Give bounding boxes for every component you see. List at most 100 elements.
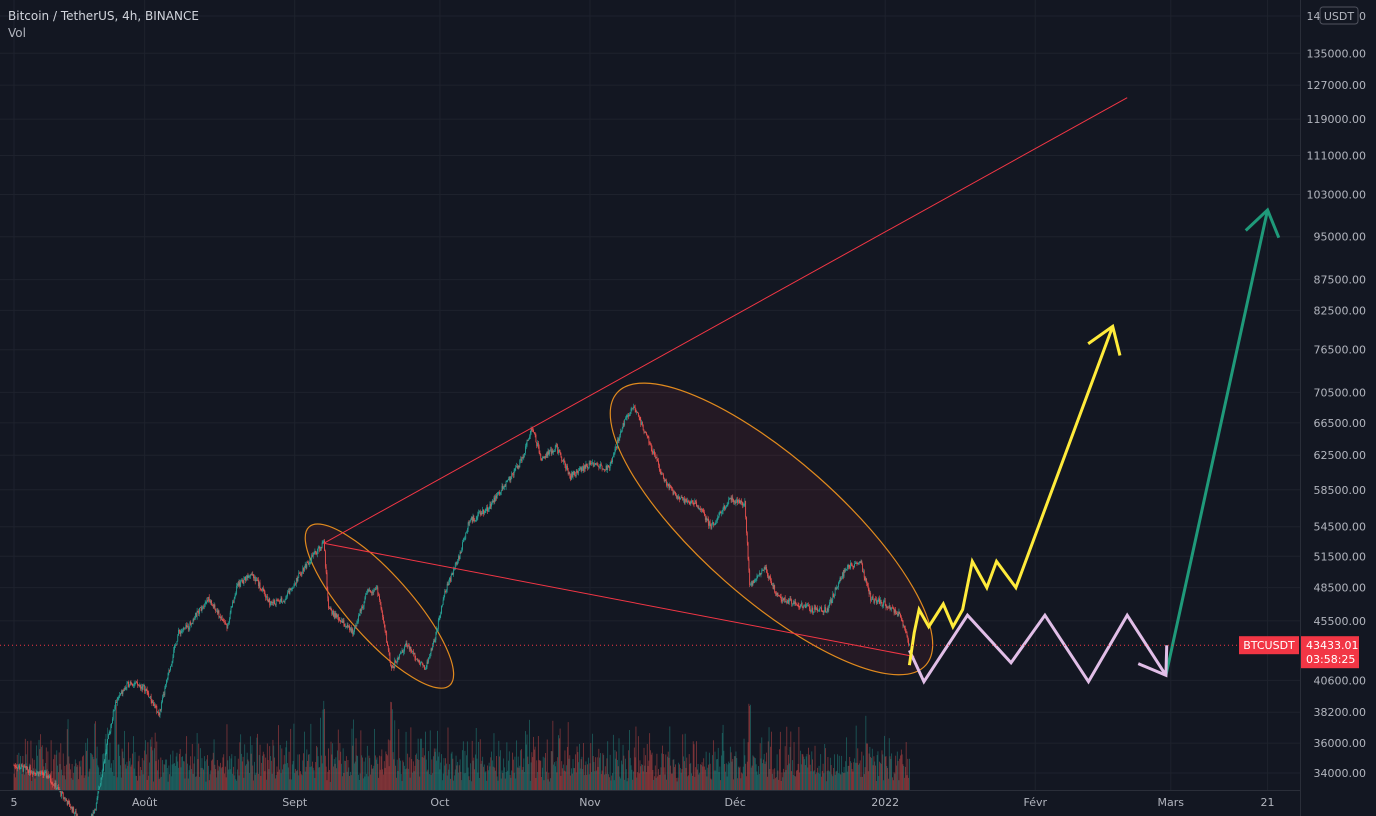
volume-bar (128, 761, 130, 790)
candle-body (262, 587, 264, 589)
candle-body (712, 522, 713, 525)
candle-body (395, 662, 397, 664)
volume-label[interactable]: Vol (8, 26, 26, 40)
trendline-drawings[interactable] (323, 97, 1281, 685)
volume-bar (814, 745, 816, 790)
volume-bar (441, 780, 443, 790)
volume-bar (778, 779, 780, 790)
candle-body (40, 773, 42, 775)
time-axis[interactable]: 5 Août Sept Oct Nov Déc 2022 Févr Mars 21 (0, 790, 1300, 810)
candle-body (440, 613, 442, 616)
candle-body (443, 595, 445, 600)
volume-bar (622, 744, 624, 790)
green-projection-arrow[interactable] (1164, 209, 1270, 676)
volume-bar (361, 755, 363, 790)
volume-bar (141, 769, 142, 790)
volume-bar (740, 778, 742, 790)
candle-body (507, 480, 509, 481)
volume-bar (514, 756, 516, 790)
volume-bar (675, 777, 677, 790)
time-tick-label: Sept (282, 796, 308, 809)
volume-bar (191, 744, 193, 790)
volume-bar (630, 765, 632, 790)
volume-bar (327, 771, 329, 790)
candle-body (163, 694, 165, 695)
volume-bar (410, 727, 412, 790)
candle-body (216, 610, 217, 612)
currency-badge[interactable]: USDT (1319, 6, 1359, 25)
volume-bar (836, 770, 838, 790)
volume-bar (420, 738, 421, 790)
candle-body (624, 419, 626, 426)
volume-bar (221, 766, 223, 790)
time-tick-label: 5 (11, 796, 18, 809)
green-arrowhead[interactable] (1244, 207, 1281, 239)
candle-body (774, 585, 776, 593)
upper-trendline[interactable] (323, 97, 1128, 544)
candle-body (50, 780, 52, 784)
volume-bar (312, 767, 314, 790)
candle-body (397, 657, 399, 660)
volume-bar (367, 776, 369, 790)
candle-body (478, 512, 480, 514)
volume-bar (510, 777, 512, 790)
candle-body (116, 701, 117, 703)
candle-body (299, 572, 300, 574)
candle-body (513, 469, 515, 476)
volume-bar (585, 761, 587, 790)
volume-bar (324, 708, 325, 790)
volume-bar (558, 735, 559, 790)
candle-body (165, 684, 167, 688)
candle-body (391, 665, 392, 669)
volume-bar (155, 761, 157, 790)
candle-body (22, 766, 24, 771)
symbol-title[interactable]: Bitcoin / TetherUS, 4h, BINANCE (8, 9, 199, 23)
candle-body (208, 596, 209, 602)
candle-body (523, 455, 525, 458)
volume-bar (24, 738, 26, 790)
yellow-projection-path[interactable] (907, 325, 1115, 666)
candle-body (366, 590, 368, 594)
yellow-arrowhead[interactable] (1087, 323, 1122, 356)
volume-bar (391, 709, 393, 790)
candle-body (374, 589, 376, 591)
volume-bar (158, 779, 160, 790)
volume-bar (175, 756, 177, 790)
candle-body (800, 603, 802, 605)
candle-body (414, 653, 416, 658)
ellipse-annotations[interactable] (285, 340, 972, 717)
candle-body (794, 601, 796, 604)
pink-projection-path[interactable] (908, 612, 1168, 685)
candle-body (418, 660, 420, 663)
volume-bar (433, 748, 435, 790)
volume-bar (443, 758, 445, 790)
candle-body (710, 525, 712, 529)
pink-arrowhead[interactable] (1137, 645, 1169, 678)
volume-bar (723, 750, 725, 790)
volume-bar (217, 770, 219, 790)
candle-body (498, 492, 500, 493)
candle-body (589, 462, 591, 464)
candle-body (491, 500, 493, 503)
candle-body (320, 546, 322, 549)
candle-body (366, 593, 367, 595)
candle-body (693, 503, 695, 505)
candle-body (879, 600, 881, 604)
volume-bar (618, 738, 620, 790)
ellipse-annotation[interactable] (571, 340, 972, 717)
candle-body (294, 583, 296, 586)
volume-bar (131, 764, 133, 790)
price-tick-label: 70500.00 (1314, 386, 1367, 399)
volume-bar (165, 759, 167, 790)
volume-bar (525, 731, 526, 790)
lower-trendline[interactable] (323, 542, 915, 658)
volume-bar (254, 774, 256, 790)
volume-bar (448, 769, 450, 790)
candle-body (851, 564, 853, 566)
candle-body (396, 659, 398, 663)
price-axis[interactable]: 145000.00135000.00127000.00119000.001110… (1300, 0, 1367, 816)
volume-bar (24, 774, 25, 790)
volume-bar (606, 758, 608, 790)
candle-body (736, 499, 738, 503)
